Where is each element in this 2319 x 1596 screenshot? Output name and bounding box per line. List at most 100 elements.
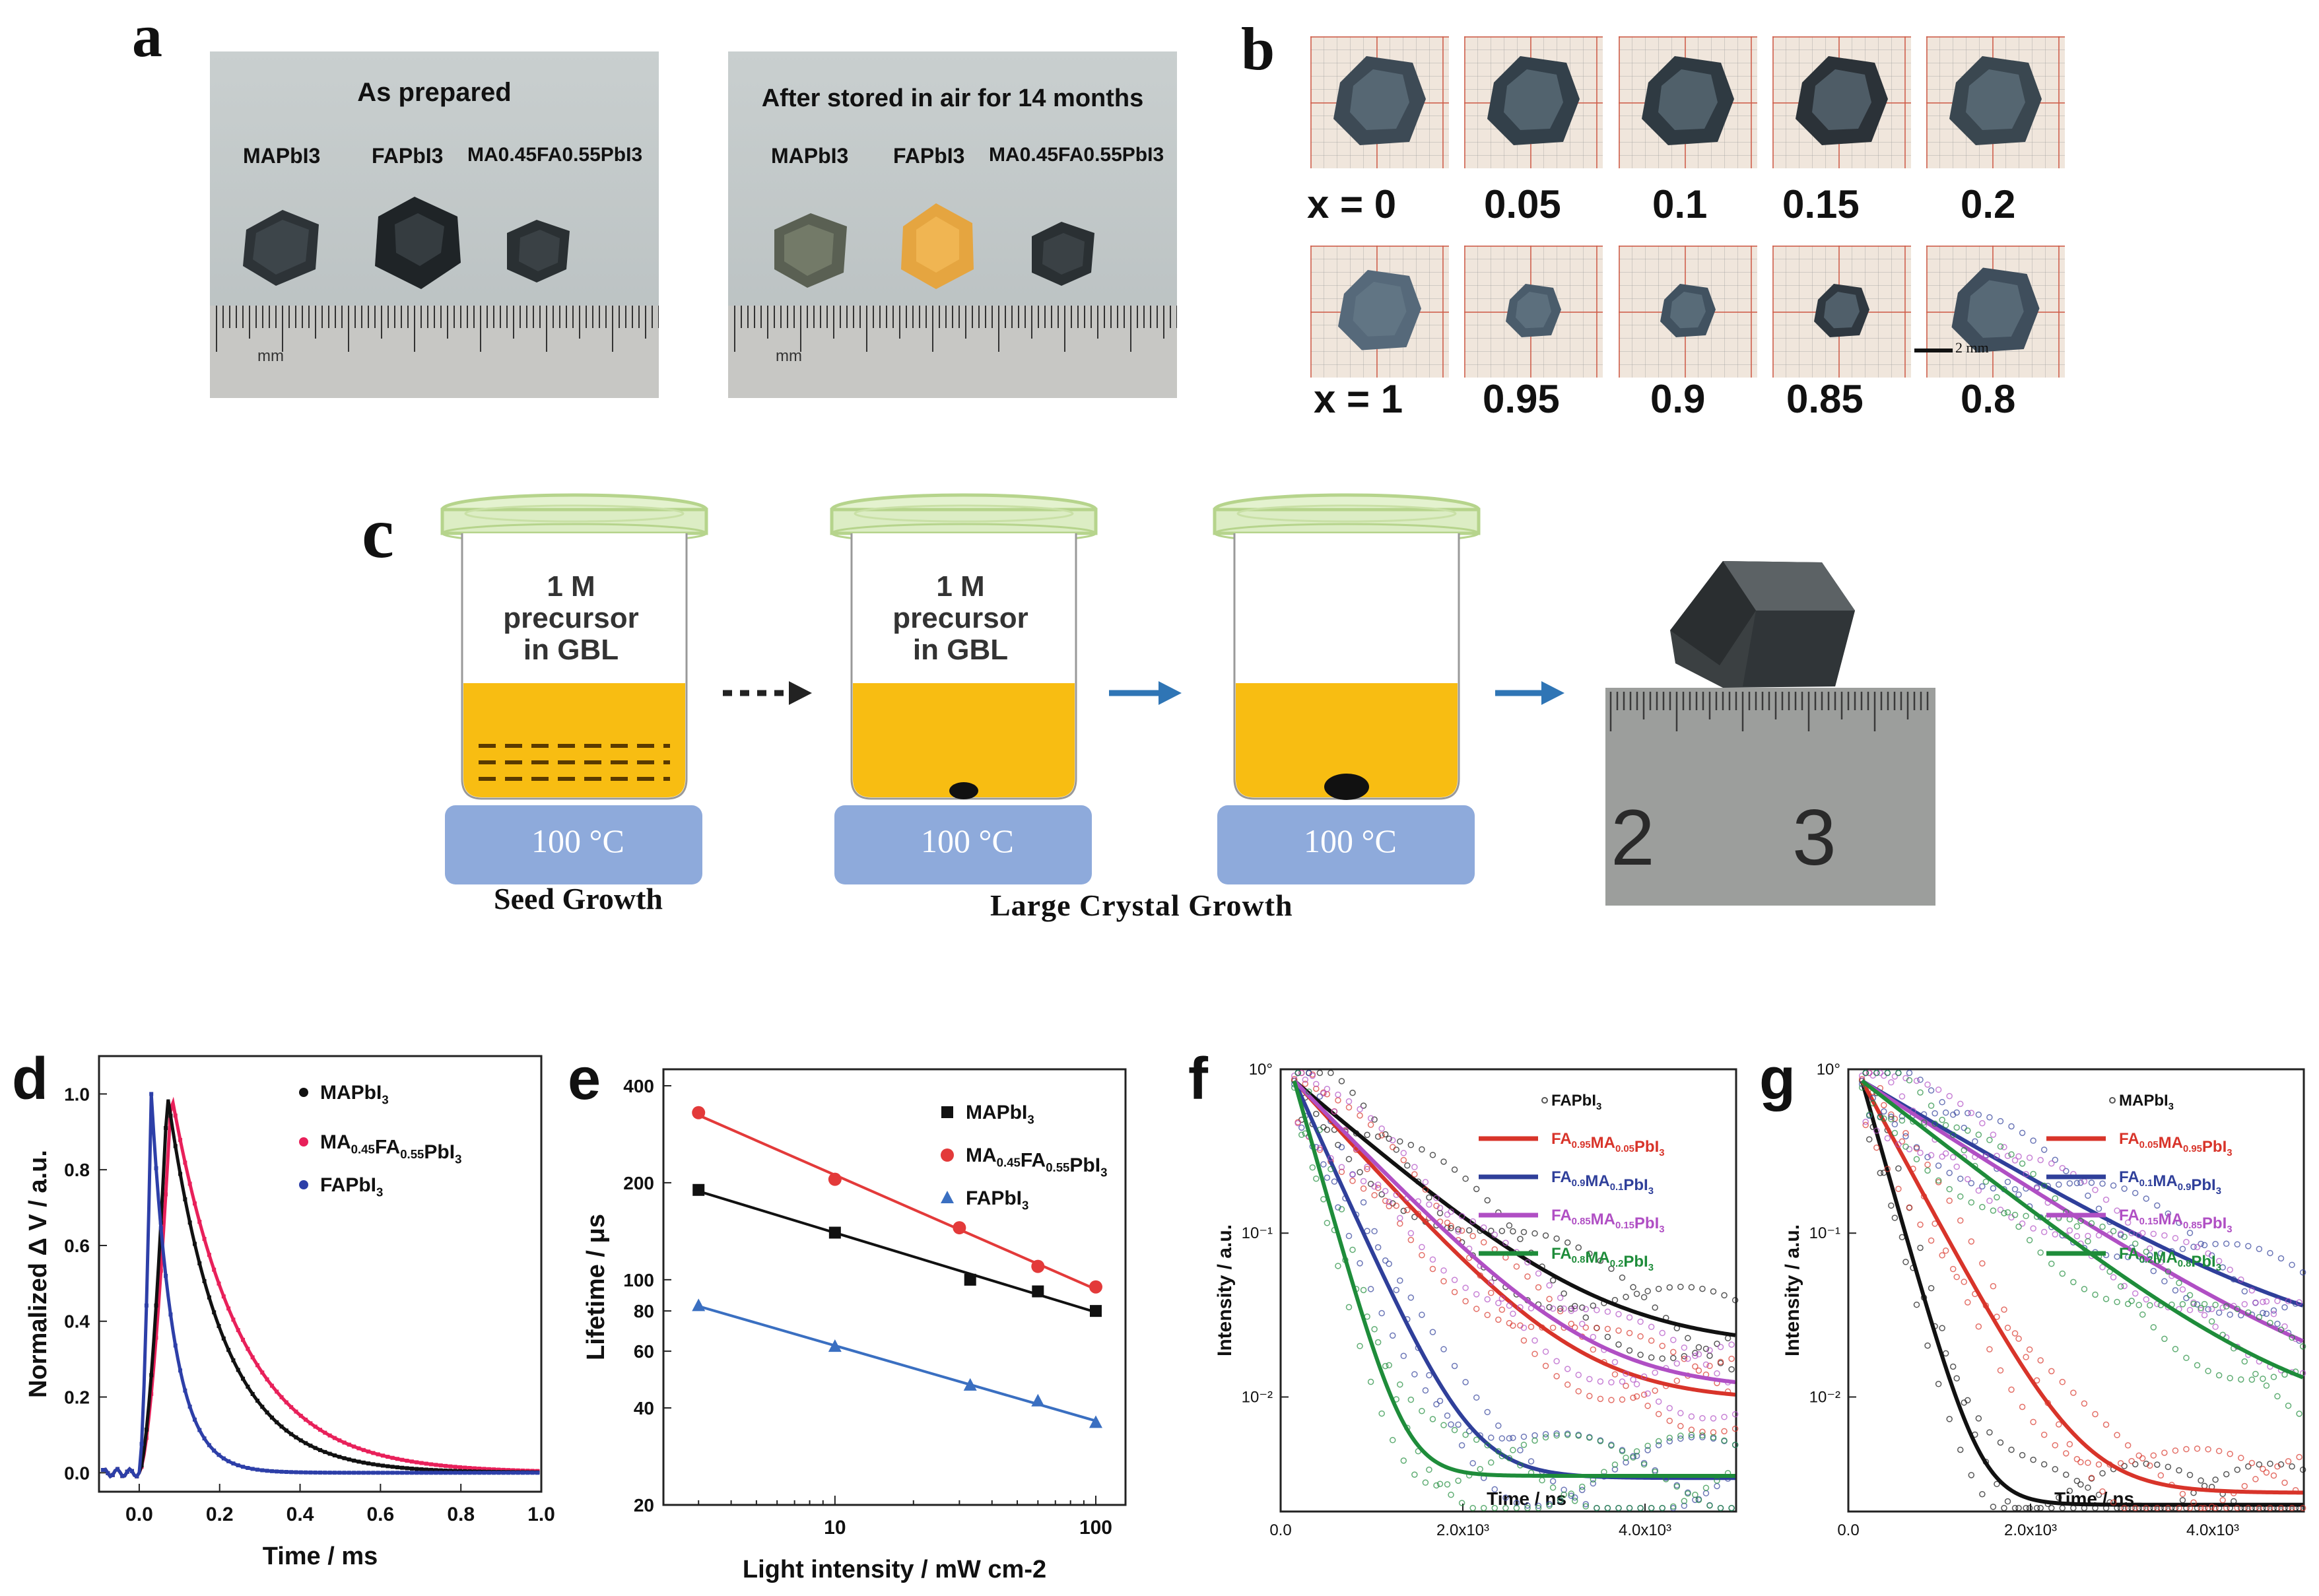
data-point <box>2030 1137 2036 1144</box>
data-point <box>178 1368 183 1373</box>
hotplate-temp: 100 °C <box>1304 822 1397 859</box>
data-point <box>327 1471 332 1475</box>
y-tick-label: 80 <box>634 1301 654 1321</box>
data-point <box>1488 1290 1495 1296</box>
data-point <box>2205 1446 2211 1453</box>
legend-marker <box>299 1088 308 1097</box>
data-point <box>1928 1087 1935 1094</box>
x-tick-label: 10 <box>824 1517 846 1539</box>
data-point <box>1498 1228 1506 1234</box>
beaker-text-line: precursor <box>503 602 639 634</box>
data-point <box>386 1455 390 1459</box>
data-point <box>2001 1144 2007 1150</box>
data-point <box>1469 1460 1476 1467</box>
data-point <box>828 1172 842 1186</box>
data-point <box>2030 1225 2036 1232</box>
data-point <box>1338 1144 1345 1150</box>
data-point <box>217 1453 221 1457</box>
data-point <box>1407 1396 1415 1403</box>
data-point <box>318 1428 322 1432</box>
data-point <box>2186 1504 2194 1512</box>
data-point <box>1935 1177 1942 1184</box>
data-point <box>1659 1504 1665 1512</box>
data-point <box>1389 1137 1396 1144</box>
data-point <box>2150 1452 2157 1459</box>
data-point <box>1436 1480 1444 1487</box>
chart-d-photovoltage-decay: 0.0 0.2 0.4 0.6 0.8 1.0 0.0 0.2 0.4 0.6 0.8 1.0 Time… <box>24 1055 555 1570</box>
data-point <box>2052 1231 2059 1238</box>
data-point <box>1721 1437 1728 1444</box>
data-point <box>1644 1390 1651 1397</box>
data-point <box>496 1467 501 1472</box>
data-point <box>1510 1447 1516 1453</box>
data-point <box>1917 1089 1924 1096</box>
data-point <box>1517 1236 1524 1242</box>
data-point <box>2183 1294 2190 1302</box>
data-point <box>1360 1199 1367 1206</box>
data-point <box>1957 1100 1964 1108</box>
y-axis-label: Normalized Δ V / a.u. <box>24 1150 52 1398</box>
data-point <box>1702 1484 1710 1491</box>
data-point <box>2267 1249 2273 1257</box>
data-point <box>2026 1237 2033 1244</box>
data-point <box>265 1410 269 1414</box>
data-point <box>472 1471 477 1475</box>
photo-as-prepared: As prepared MAPbI3 FAPbI3 MA0.45FA0.55Pb… <box>210 51 659 398</box>
crystal-photo-cell <box>1310 36 1449 168</box>
y-tick-label: 0.8 <box>64 1160 90 1180</box>
data-point <box>1979 1204 1986 1211</box>
data-point <box>1640 1391 1648 1398</box>
data-point <box>1549 1277 1557 1284</box>
data-point <box>120 1474 125 1479</box>
data-point <box>221 1294 226 1299</box>
data-point <box>2114 1207 2120 1214</box>
data-point <box>2085 1484 2091 1491</box>
data-point <box>2132 1290 2139 1297</box>
data-point <box>308 1421 313 1426</box>
data-point <box>2077 1217 2084 1224</box>
data-point <box>434 1468 438 1473</box>
data-point <box>2289 1261 2295 1269</box>
data-point <box>1484 1409 1491 1416</box>
data-point <box>1389 1437 1396 1444</box>
data-point <box>2030 1418 2036 1426</box>
data-point <box>1458 1213 1465 1220</box>
data-point <box>1458 1227 1465 1234</box>
data-point <box>1411 1471 1418 1478</box>
data-point <box>1575 1388 1582 1395</box>
data-point <box>1932 1120 1938 1127</box>
data-point <box>371 1462 376 1467</box>
data-point <box>1714 1341 1720 1347</box>
legend-label: FA0.05MA0.95PbI3 <box>2119 1130 2233 1158</box>
data-point <box>1670 1348 1677 1356</box>
data-point <box>2201 1504 2208 1512</box>
data-point <box>2030 1456 2036 1463</box>
data-point <box>1579 1321 1586 1327</box>
data-point <box>327 1433 332 1438</box>
data-point <box>279 1395 284 1399</box>
data-point <box>1539 1477 1545 1484</box>
data-point <box>1644 1442 1651 1449</box>
data-point <box>1891 1073 1899 1080</box>
data-point <box>1535 1284 1542 1291</box>
data-point <box>487 1467 491 1471</box>
data-point <box>525 1471 530 1475</box>
data-point <box>371 1471 376 1475</box>
data-point <box>116 1467 120 1471</box>
dotted-arrow <box>723 681 812 705</box>
data-point <box>1444 1211 1451 1218</box>
data-point <box>405 1466 409 1471</box>
data-point <box>1997 1367 2004 1374</box>
data-point <box>1702 1361 1710 1368</box>
data-point <box>1422 1186 1429 1193</box>
data-point <box>1891 1129 1899 1137</box>
data-point <box>1386 1135 1392 1142</box>
data-point <box>2183 1238 2190 1246</box>
data-point <box>231 1461 236 1466</box>
y-tick-label: 10° <box>1249 1061 1273 1079</box>
legend-marker <box>1541 1097 1548 1104</box>
data-point <box>1444 1481 1451 1488</box>
data-point <box>2008 1123 2015 1130</box>
y-axis-label: Lifetime / μs <box>582 1214 610 1360</box>
data-point <box>1419 1312 1425 1318</box>
